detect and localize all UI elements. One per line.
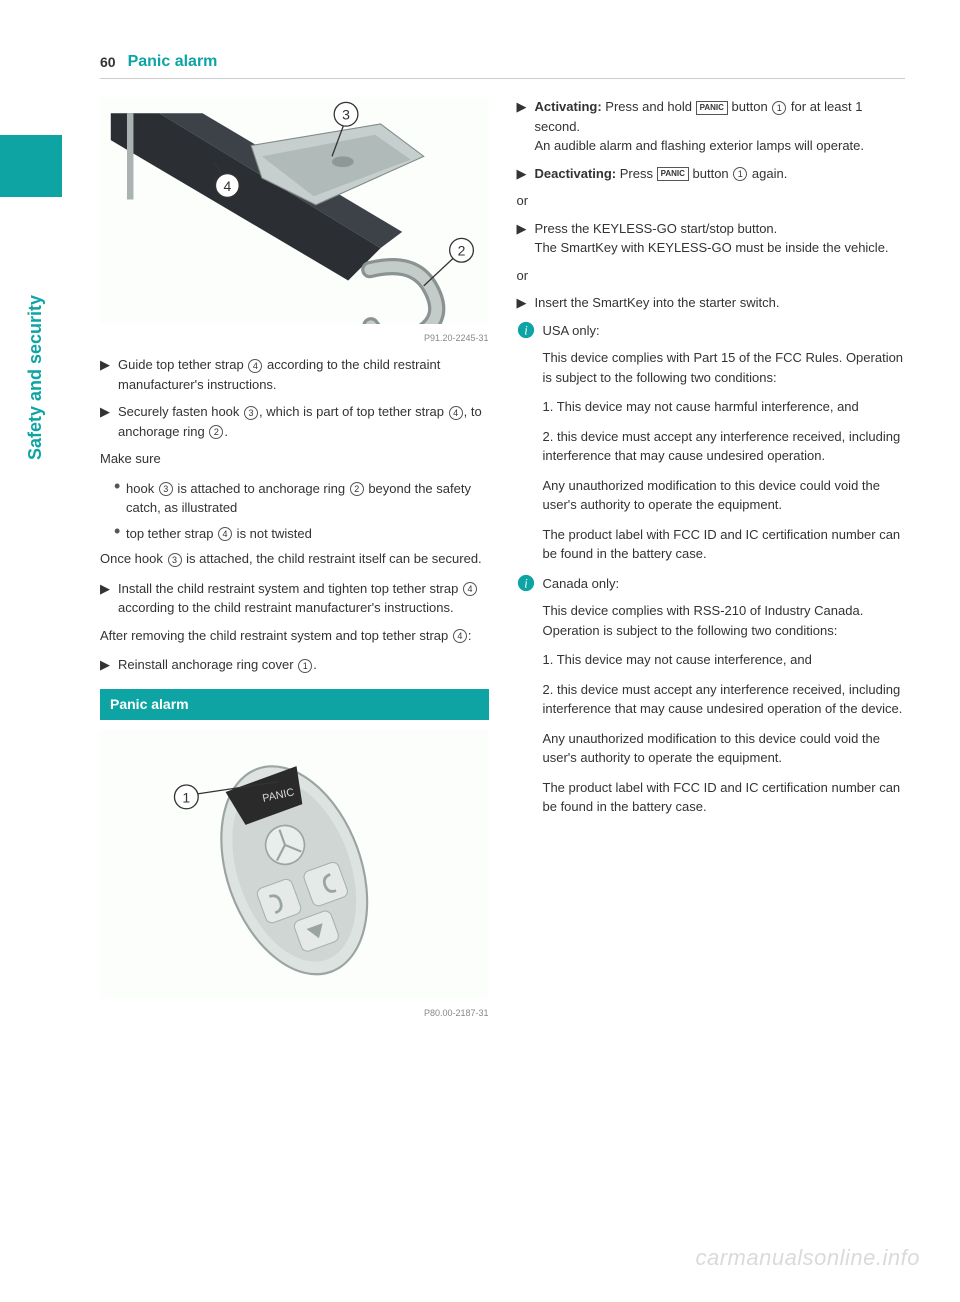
step-marker-icon: ▶ — [100, 655, 114, 675]
can-p4: Any unauthorized modification to this de… — [543, 729, 906, 768]
step-marker-icon: ▶ — [517, 97, 531, 117]
step-marker-icon: ▶ — [517, 293, 531, 313]
page-number: 60 — [100, 52, 116, 73]
usa-p2: 1. This device may not cause harmful int… — [543, 397, 906, 417]
usa-p1: This device complies with Part 15 of the… — [543, 348, 906, 387]
callout-3: 3 — [342, 107, 350, 123]
left-column: 3 4 2 P91.20-2245-31 ▶ Guide top tether … — [100, 97, 489, 1031]
step-text: Insert the SmartKey into the starter swi… — [535, 293, 906, 313]
can-p1: This device complies with RSS-210 of Ind… — [543, 601, 906, 640]
after-removing-text: After removing the child restraint syste… — [100, 626, 489, 646]
step-marker-icon: ▶ — [100, 579, 114, 599]
figure-tether-strap: 3 4 2 — [100, 97, 489, 324]
make-sure-label: Make sure — [100, 449, 489, 469]
smartkey-illustration: PANIC 1 — [100, 730, 489, 1000]
step-text: Reinstall anchorage ring cover 1. — [118, 655, 489, 675]
step-text: Guide top tether strap 4 according to th… — [118, 355, 489, 394]
side-tab — [0, 135, 62, 197]
section-panic-alarm: Panic alarm — [100, 689, 489, 720]
step-text: Install the child restraint system and t… — [118, 579, 489, 618]
step-keyless-press: ▶ Press the KEYLESS-GO start/stop button… — [517, 219, 906, 258]
bullet-text: hook 3 is attached to anchorage ring 2 b… — [126, 479, 489, 518]
step-text: Press the KEYLESS-GO start/stop button. … — [535, 219, 906, 258]
info-icon: i — [517, 574, 539, 592]
or-text: or — [517, 266, 906, 286]
step-activating: ▶ Activating: Press and hold PANIC butto… — [517, 97, 906, 156]
info-label: Canada only: — [543, 574, 906, 594]
step-text: Deactivating: Press PANIC button 1 again… — [535, 164, 906, 184]
step-insert-key: ▶ Insert the SmartKey into the starter s… — [517, 293, 906, 313]
figure2-caption: P80.00-2187-31 — [100, 1007, 489, 1021]
page-header: 60 Panic alarm — [100, 50, 905, 79]
can-p5: The product label with FCC ID and IC cer… — [543, 778, 906, 817]
info-label: USA only: — [543, 321, 906, 341]
can-p3: 2. this device must accept any interfere… — [543, 680, 906, 719]
usa-p5: The product label with FCC ID and IC cer… — [543, 525, 906, 564]
can-p2: 1. This device may not cause interferenc… — [543, 650, 906, 670]
step-marker-icon: ▶ — [517, 164, 531, 184]
callout-1: 1 — [182, 789, 190, 805]
callout-2: 2 — [458, 243, 466, 259]
info-canada: i Canada only: — [517, 574, 906, 594]
content-columns: 3 4 2 P91.20-2245-31 ▶ Guide top tether … — [100, 97, 905, 1031]
svg-text:i: i — [524, 323, 528, 337]
step-text: Securely fasten hook 3, which is part of… — [118, 402, 489, 441]
callout-4: 4 — [223, 178, 231, 194]
bullet-not-twisted: • top tether strap 4 is not twisted — [114, 524, 489, 544]
usa-p3: 2. this device must accept any interfere… — [543, 427, 906, 466]
step-install-restraint: ▶ Install the child restraint system and… — [100, 579, 489, 618]
side-label: Safety and security — [22, 295, 49, 460]
step-marker-icon: ▶ — [517, 219, 531, 239]
bullet-dot-icon: • — [114, 479, 126, 493]
step-deactivating: ▶ Deactivating: Press PANIC button 1 aga… — [517, 164, 906, 184]
watermark: carmanualsonline.info — [695, 1241, 920, 1274]
bullet-hook-attached: • hook 3 is attached to anchorage ring 2… — [114, 479, 489, 518]
step-marker-icon: ▶ — [100, 355, 114, 375]
step-text: Activating: Press and hold PANIC button … — [535, 97, 906, 156]
svg-text:i: i — [524, 576, 528, 590]
step-marker-icon: ▶ — [100, 402, 114, 422]
info-icon: i — [517, 321, 539, 339]
right-column: ▶ Activating: Press and hold PANIC butto… — [517, 97, 906, 1031]
info-usa: i USA only: — [517, 321, 906, 341]
tether-strap-illustration: 3 4 2 — [100, 97, 489, 324]
page-title: Panic alarm — [128, 50, 218, 74]
step-guide-strap: ▶ Guide top tether strap 4 according to … — [100, 355, 489, 394]
page-container: Safety and security 60 Panic alarm — [0, 0, 960, 1302]
step-fasten-hook: ▶ Securely fasten hook 3, which is part … — [100, 402, 489, 441]
or-text: or — [517, 191, 906, 211]
figure1-caption: P91.20-2245-31 — [100, 332, 489, 346]
figure-smartkey: PANIC 1 — [100, 730, 489, 1000]
usa-p4: Any unauthorized modification to this de… — [543, 476, 906, 515]
bullet-dot-icon: • — [114, 524, 126, 538]
once-hook-text: Once hook 3 is attached, the child restr… — [100, 549, 489, 569]
bullet-text: top tether strap 4 is not twisted — [126, 524, 489, 544]
step-reinstall-cover: ▶ Reinstall anchorage ring cover 1. — [100, 655, 489, 675]
